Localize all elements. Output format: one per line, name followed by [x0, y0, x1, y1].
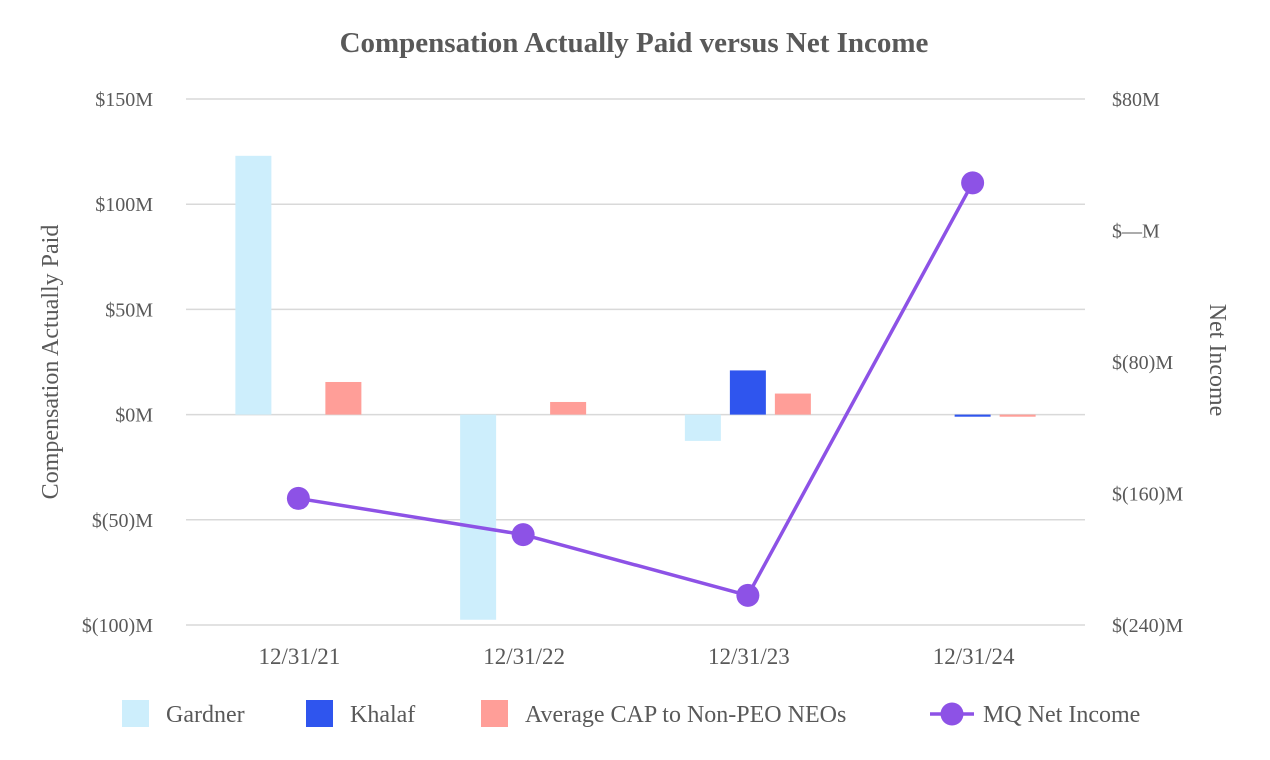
bar-gardner	[235, 155, 272, 415]
y-tick-right-label: $(160)M	[1112, 484, 1183, 506]
bar-khalaf	[729, 370, 766, 415]
legend-swatch-marker-mq-net-income	[940, 702, 964, 726]
bar-average-cap-to-non-peo-neos	[325, 381, 362, 415]
line-mq-net-income	[298, 181, 975, 598]
net-income-line	[286, 171, 985, 607]
x-axis-ticks: 12/31/21 12/31/22 12/31/23 12/31/24	[258, 644, 1015, 669]
y-tick-left-label: $0M	[115, 405, 153, 427]
y-tick-right-label: $—M	[1112, 221, 1160, 243]
x-tick-label: 12/31/22	[483, 644, 565, 669]
bar-khalaf	[954, 414, 991, 417]
bar-average-cap-to-non-peo-neos	[774, 393, 811, 415]
legend: Gardner Khalaf Average CAP to Non-PEO NEOs…	[122, 700, 1140, 728]
point-mq-net-income	[736, 583, 760, 607]
y-axis-left-ticks: $150M $100M $50M $0M $(50)M $(100)M	[82, 89, 153, 637]
legend-label-mq-net-income: MQ Net Income	[983, 702, 1140, 728]
chart-title: Compensation Actually Paid versus Net In…	[340, 27, 929, 59]
x-tick-label: 12/31/24	[933, 644, 1015, 669]
bar-gardner	[684, 414, 721, 441]
y-tick-left-label: $150M	[95, 89, 153, 111]
x-tick-label: 12/31/21	[258, 644, 340, 669]
bars	[235, 155, 1036, 620]
point-mq-net-income	[286, 486, 310, 510]
legend-swatch-gardner	[122, 700, 149, 727]
y-tick-left-label: $(50)M	[92, 510, 153, 532]
y-tick-right-label: $80M	[1112, 89, 1160, 111]
y-tick-left-label: $(100)M	[82, 615, 153, 637]
bar-average-cap-to-non-peo-neos	[550, 401, 587, 415]
bar-gardner	[460, 414, 497, 620]
legend-label-khalaf: Khalaf	[350, 702, 415, 728]
y-tick-left-label: $100M	[95, 194, 153, 216]
y-axis-left-label: Compensation Actually Paid	[38, 225, 64, 500]
point-mq-net-income	[961, 171, 985, 195]
point-mq-net-income	[511, 523, 535, 547]
y-axis-right-ticks: $80M $—M $(80)M $(160)M $(240)M	[1112, 89, 1183, 637]
y-tick-left-label: $50M	[105, 299, 153, 321]
bar-average-cap-to-non-peo-neos	[999, 414, 1036, 417]
legend-label-gardner: Gardner	[166, 702, 245, 728]
y-tick-right-label: $(80)M	[1112, 352, 1173, 374]
y-tick-right-label: $(240)M	[1112, 615, 1183, 637]
y-axis-right-label: Net Income	[1204, 304, 1230, 417]
gridlines	[186, 98, 1085, 626]
x-tick-label: 12/31/23	[708, 644, 790, 669]
legend-swatch-average-cap-to-non-peo-neos	[481, 700, 508, 727]
legend-swatch-khalaf	[306, 700, 333, 727]
legend-label-average-cap-to-non-peo-neos: Average CAP to Non-PEO NEOs	[525, 702, 846, 728]
